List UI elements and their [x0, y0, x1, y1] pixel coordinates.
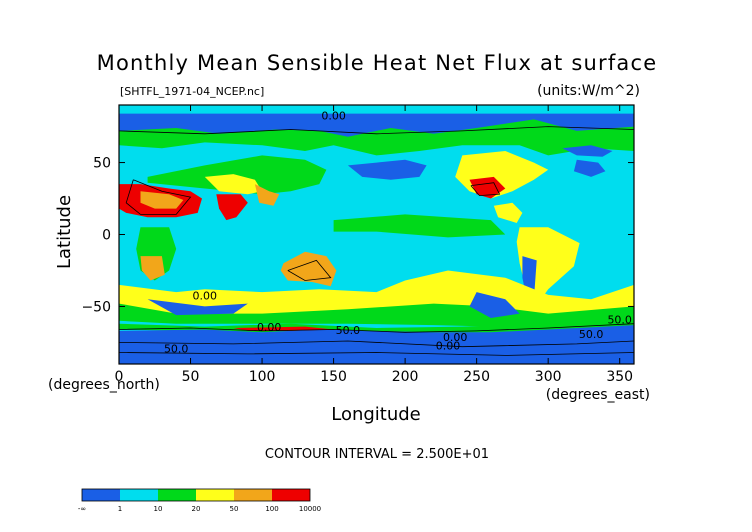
- y-tick-label: 50: [93, 156, 111, 172]
- field-central-america: [493, 202, 523, 223]
- field-sa-interior: [533, 241, 566, 271]
- legend-swatch: [82, 489, 120, 501]
- y-axis-label: Latitude: [54, 195, 75, 269]
- contour-line-4: [125, 179, 192, 215]
- x-tick-label: 100: [249, 369, 276, 385]
- field-npac-blob: [347, 159, 427, 180]
- y-tick-label: 0: [102, 228, 111, 244]
- legend-boundary-label: 10000: [299, 505, 321, 513]
- legend-swatch: [234, 489, 272, 501]
- contour-line-3: [119, 126, 634, 135]
- color-legend: -∞ 1 10 20 50 100 10000: [78, 488, 321, 513]
- contour-interval: CONTOUR INTERVAL = 2.500E+01: [265, 447, 489, 462]
- field-sahara-orange: [140, 191, 184, 209]
- contour-lines: [119, 126, 634, 356]
- x-tick-label: 350: [606, 369, 633, 385]
- x-tick-label: 50: [182, 369, 200, 385]
- x-tick-label: 0: [115, 369, 124, 385]
- x-axis-label: Longitude: [331, 404, 421, 425]
- map-plot-area: [119, 105, 634, 364]
- x-unit-label: (degrees_east): [546, 387, 650, 403]
- x-tick-label: 150: [320, 369, 347, 385]
- field-sw-us: [469, 176, 506, 199]
- contour-label: 0.00: [193, 289, 218, 302]
- field-spac-blob: [469, 292, 520, 318]
- field-natl-blob: [573, 159, 606, 177]
- contour-label: 0.00: [443, 331, 468, 344]
- legend-boundary-label: -∞: [78, 505, 86, 513]
- legend-boundary-label: 10: [154, 505, 163, 513]
- field-southern-africa: [140, 256, 165, 281]
- field-pacific-band: [333, 214, 506, 238]
- field-se-asia: [254, 184, 280, 206]
- field-indian-blob: [147, 299, 248, 316]
- units-label: (units:W/m^2): [537, 83, 640, 99]
- legend-boundary-label: 1: [118, 505, 122, 513]
- contour-line-1: [119, 340, 634, 348]
- legend-border: [81, 488, 311, 502]
- legend-boundary-label: 20: [192, 505, 201, 513]
- legend-boundary-label: 50: [230, 505, 239, 513]
- chart-title: Monthly Mean Sensible Heat Net Flux at s…: [97, 51, 658, 75]
- contour-line-2: [119, 352, 634, 356]
- field-north-cap: [119, 105, 634, 114]
- contour-label: 0.00: [436, 340, 461, 353]
- y-axis-ticks: 50 0 −50: [81, 156, 634, 315]
- field-eurasia: [147, 155, 327, 195]
- contour-line-5: [287, 259, 332, 281]
- contour-label: 50.0: [336, 324, 361, 337]
- contour-label: 50.0: [164, 343, 189, 356]
- contour-line-0: [119, 323, 634, 333]
- contour-label: 0.00: [321, 109, 346, 122]
- field-natl-blob2: [562, 145, 613, 157]
- legend-swatch: [196, 489, 234, 501]
- contour-label: 50.0: [579, 328, 604, 341]
- x-tick-label: 200: [392, 369, 419, 385]
- legend-boundary-label: 100: [265, 505, 278, 513]
- x-tick-label: 300: [535, 369, 562, 385]
- contour-label: 50.0: [607, 314, 632, 327]
- legend-swatch: [272, 489, 310, 501]
- contour-label: 0.00: [257, 321, 282, 334]
- x-tick-label: 250: [463, 369, 490, 385]
- contour-line-6: [470, 182, 501, 197]
- file-label: [SHTFL_1971-04_NCEP.nc]: [120, 85, 264, 98]
- legend-swatch: [158, 489, 196, 501]
- legend-swatch: [120, 489, 158, 501]
- field-india: [216, 194, 248, 221]
- x-axis-ticks: 0 50 100 150 200 250 300 350: [115, 105, 633, 385]
- field-central-asia: [204, 174, 263, 195]
- y-unit-label: (degrees_north): [48, 377, 160, 393]
- y-tick-label: −50: [81, 299, 111, 315]
